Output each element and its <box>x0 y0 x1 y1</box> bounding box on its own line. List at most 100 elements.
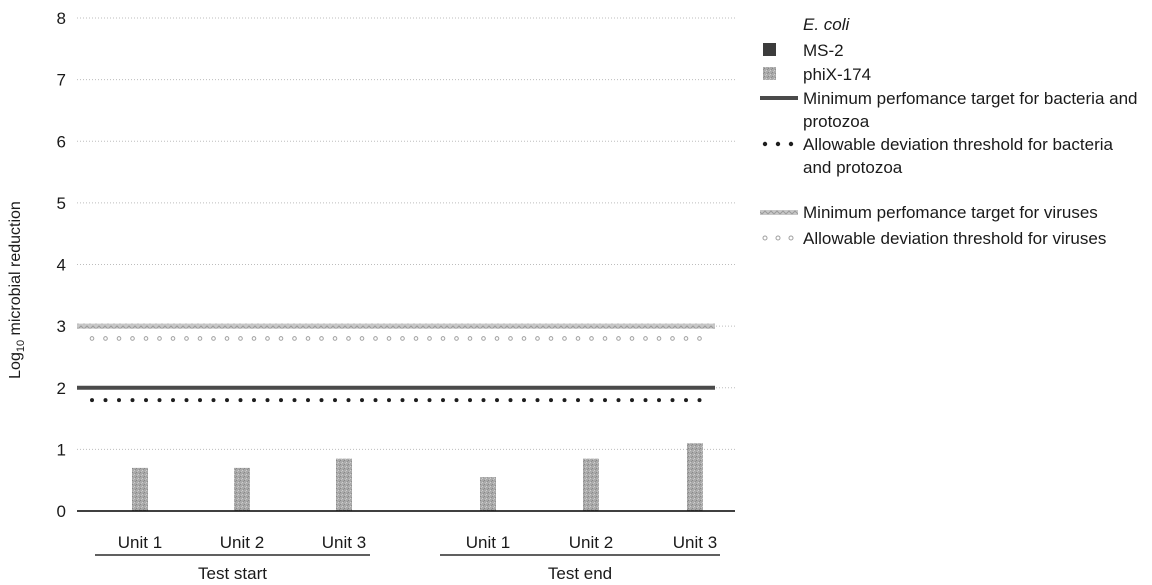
threshold-dot <box>198 398 202 403</box>
threshold-dot <box>90 398 94 403</box>
threshold-dot <box>346 398 351 403</box>
threshold-dot <box>657 398 661 403</box>
legend-marker-dot <box>788 235 794 241</box>
threshold-dot <box>346 336 351 341</box>
threshold-dot <box>535 336 540 341</box>
threshold-dot <box>89 336 95 341</box>
threshold-dot <box>670 398 675 403</box>
legend: E. coli MS-2 phiX-174 Minimum perfomance ta… <box>760 15 1138 248</box>
legend-label: Allowable deviation threshold for bacter… <box>803 135 1114 177</box>
y-tick-label: 6 <box>57 132 66 151</box>
legend-label-line: and protozoa <box>803 158 903 177</box>
threshold-dot <box>454 336 459 341</box>
legend-label-line: phiX-174 <box>803 65 871 84</box>
threshold-dot <box>629 336 635 341</box>
threshold-dot <box>481 398 486 403</box>
bar-phix-174 <box>132 467 148 511</box>
threshold-dot <box>130 336 135 341</box>
threshold-dot <box>684 398 688 403</box>
legend-label-line: E. coli <box>803 15 851 34</box>
threshold-dot <box>643 398 648 403</box>
threshold-dot <box>319 336 324 341</box>
legend-marker-dot <box>775 235 781 241</box>
threshold-dot <box>252 398 256 403</box>
legend-label: Allowable deviation threshold for viruse… <box>803 229 1106 248</box>
legend-item: Allowable deviation threshold for bacter… <box>762 135 1114 177</box>
threshold-dot <box>697 336 702 341</box>
legend-marker-ms2 <box>763 43 776 56</box>
threshold-dot <box>548 336 554 341</box>
threshold-dot <box>333 398 337 403</box>
threshold-dot <box>197 336 203 341</box>
legend-marker-phix174 <box>763 67 776 80</box>
bar-phix-174 <box>687 443 703 511</box>
threshold-dot <box>616 398 621 403</box>
threshold-dot <box>238 398 243 403</box>
legend-marker-textured-line <box>760 210 798 215</box>
legend-label-line: Minimum perfomance target for viruses <box>803 203 1098 222</box>
legend-marker-dot <box>762 235 768 241</box>
x-category-label: Unit 2 <box>220 533 264 552</box>
legend-item: MS-2 <box>763 41 844 60</box>
x-category-label: Unit 3 <box>322 533 366 552</box>
threshold-dot <box>305 336 311 341</box>
bar-phix-174 <box>234 467 250 511</box>
threshold-dot <box>643 336 648 341</box>
threshold-dot <box>400 336 405 341</box>
threshold-dot <box>360 398 364 403</box>
threshold-dot <box>400 398 405 403</box>
threshold-dot <box>103 398 108 403</box>
threshold-dot <box>467 336 473 341</box>
threshold-dot <box>332 336 338 341</box>
threshold-dot <box>562 336 567 341</box>
threshold-dot <box>495 398 499 403</box>
threshold-dot <box>130 398 135 403</box>
bar-phix-174 <box>336 458 352 511</box>
threshold-dot <box>211 336 216 341</box>
threshold-dot <box>683 336 689 341</box>
reference-lines <box>77 323 715 403</box>
legend-label-line: protozoa <box>803 112 870 131</box>
threshold-dot <box>454 398 459 403</box>
threshold-dot <box>603 398 607 403</box>
bacteria-threshold-line <box>90 398 702 403</box>
threshold-dot <box>589 336 594 341</box>
threshold-dot <box>576 398 580 403</box>
threshold-dot <box>265 336 270 341</box>
threshold-dot <box>359 336 365 341</box>
legend-item: E. coli <box>803 15 851 34</box>
legend-label-line: MS-2 <box>803 41 844 60</box>
x-group-label: Test start <box>198 564 267 583</box>
legend-label-line: Minimum perfomance target for bacteria a… <box>803 89 1138 108</box>
threshold-dot <box>373 398 378 403</box>
legend-label: MS-2 <box>803 41 844 60</box>
threshold-dot <box>616 336 621 341</box>
legend-item: Allowable deviation threshold for viruse… <box>762 229 1106 248</box>
threshold-dot <box>508 336 513 341</box>
threshold-dot <box>116 336 122 341</box>
threshold-dot <box>306 398 310 403</box>
legend-marker-dot <box>775 141 781 147</box>
legend-marker-dot <box>788 141 794 147</box>
gridlines <box>77 17 735 450</box>
legend-label-line: Allowable deviation threshold for bacter… <box>803 135 1114 154</box>
threshold-dot <box>373 336 378 341</box>
x-group-label: Test end <box>548 564 612 583</box>
threshold-dot <box>279 398 283 403</box>
legend-label: Minimum perfomance target for bacteria a… <box>803 89 1138 131</box>
threshold-dot <box>535 398 540 403</box>
y-tick-label: 1 <box>57 440 66 459</box>
threshold-dot <box>441 398 445 403</box>
threshold-dot <box>184 398 189 403</box>
x-category-label: Unit 3 <box>673 533 717 552</box>
threshold-dot <box>521 336 527 341</box>
y-tick-label: 4 <box>57 256 66 275</box>
threshold-dot <box>386 336 392 341</box>
threshold-dot <box>184 336 189 341</box>
y-tick-label: 3 <box>57 317 66 336</box>
threshold-dot <box>427 336 432 341</box>
legend-item: phiX-174 <box>763 65 871 84</box>
threshold-dot <box>589 398 594 403</box>
bar-phix-174 <box>583 458 599 511</box>
